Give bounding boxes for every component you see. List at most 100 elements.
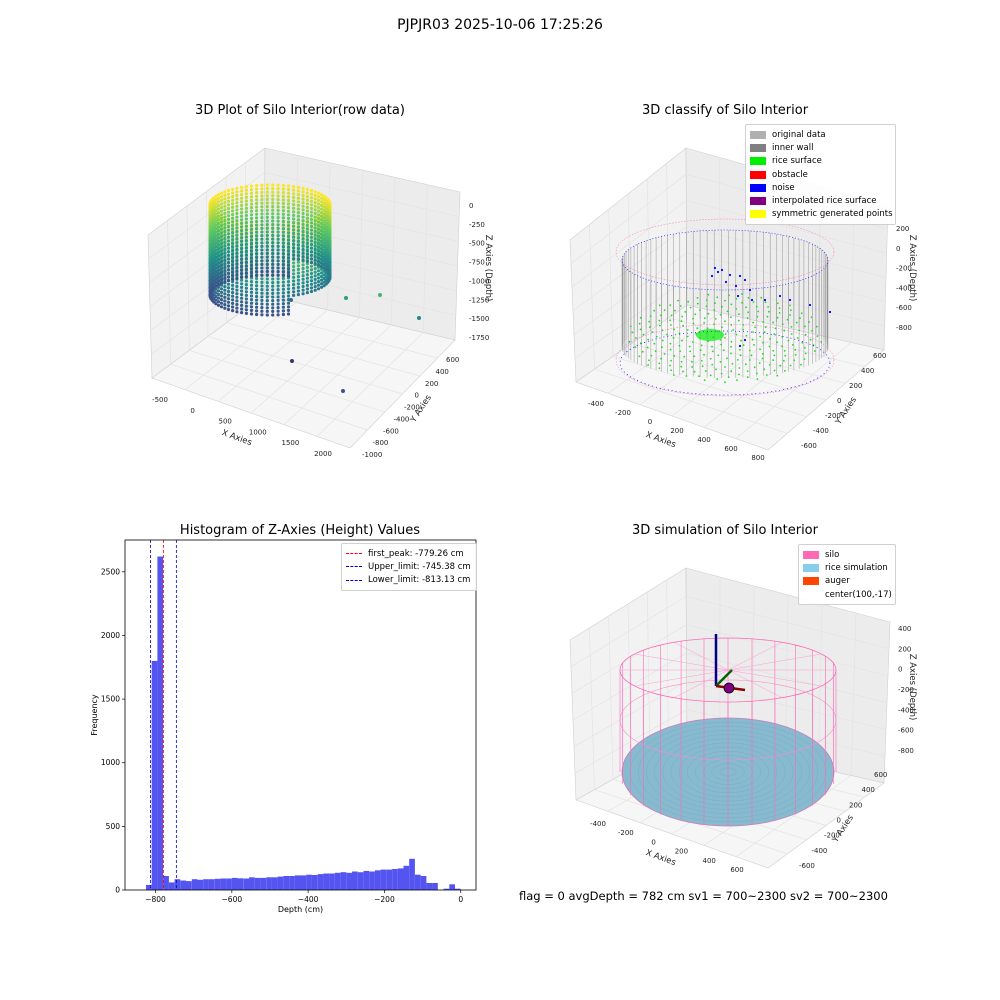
point	[219, 227, 224, 231]
point	[226, 232, 231, 236]
point	[265, 248, 269, 252]
point	[231, 227, 235, 231]
y-tick-label: 2500	[101, 567, 120, 576]
y-tick-label: 200	[849, 801, 862, 809]
rice-surface-point	[755, 305, 758, 308]
point	[226, 253, 231, 257]
rice-surface-point	[789, 304, 791, 307]
histogram-bar	[163, 876, 169, 890]
point	[271, 266, 275, 270]
rice-surface-point	[721, 305, 723, 308]
point	[260, 223, 264, 227]
point	[305, 283, 309, 287]
rice-surface-point	[705, 305, 708, 308]
point	[305, 265, 309, 269]
point	[231, 267, 235, 271]
rice-surface-point	[629, 325, 632, 328]
point	[316, 213, 321, 217]
rice-surface-point	[820, 341, 823, 343]
point	[226, 239, 231, 243]
rice-surface-point	[783, 349, 786, 352]
point	[240, 239, 244, 243]
rice-surface-point	[789, 364, 792, 367]
point	[286, 301, 291, 305]
rice-surface-point	[794, 348, 797, 351]
z-tick-label: -500	[469, 240, 485, 248]
point	[313, 262, 317, 266]
point	[309, 192, 314, 196]
rice-surface-point	[641, 350, 644, 353]
point	[281, 234, 285, 238]
point	[301, 292, 305, 296]
rice-surface-point	[756, 378, 759, 380]
point	[316, 227, 321, 231]
point	[305, 273, 309, 277]
point	[244, 301, 248, 305]
z-tick-label: 0	[898, 666, 902, 674]
point	[226, 199, 231, 203]
point	[260, 212, 264, 216]
rice-surface-point	[651, 331, 654, 333]
point	[276, 270, 280, 274]
point	[231, 274, 235, 278]
point	[260, 259, 264, 263]
point	[319, 250, 324, 254]
point	[301, 263, 305, 267]
rice-surface-point	[669, 364, 671, 367]
histogram-bar	[277, 876, 284, 890]
rice-surface-point	[674, 309, 676, 312]
point	[286, 305, 291, 309]
point	[276, 266, 280, 270]
rice-surface-point	[654, 350, 657, 353]
point	[219, 281, 224, 285]
point	[316, 280, 321, 284]
point	[292, 286, 296, 290]
point	[265, 190, 269, 194]
silo-roof-wire	[673, 669, 729, 698]
point	[219, 242, 224, 246]
legend-item-silo: silo	[803, 548, 891, 561]
histogram-bar	[151, 660, 158, 890]
point	[240, 185, 244, 189]
point	[281, 187, 285, 191]
point	[216, 303, 221, 307]
point	[223, 208, 227, 212]
point	[231, 252, 235, 256]
rice-surface-point	[789, 314, 791, 316]
point	[240, 289, 244, 293]
point	[231, 263, 235, 267]
point	[271, 306, 275, 310]
point	[216, 283, 221, 287]
histogram-bar	[300, 875, 307, 890]
rice-surface-point	[745, 334, 748, 337]
point	[216, 232, 221, 236]
point	[244, 231, 248, 235]
point	[319, 225, 324, 229]
point	[219, 209, 224, 213]
point	[219, 238, 224, 242]
point	[281, 248, 285, 252]
point	[214, 237, 218, 242]
point	[286, 213, 291, 217]
point	[249, 256, 254, 260]
point	[319, 271, 324, 275]
silo-roof-wire	[634, 653, 729, 671]
point	[305, 216, 309, 220]
panel2-legend: original data inner wall rice surface ob…	[745, 124, 896, 226]
point	[249, 263, 254, 267]
point	[216, 289, 221, 293]
point	[216, 193, 221, 197]
point	[226, 257, 231, 261]
point	[313, 215, 317, 219]
point	[223, 255, 227, 259]
x-tick-label: −400	[298, 895, 319, 904]
point	[216, 285, 221, 289]
point	[226, 304, 231, 308]
point	[281, 252, 285, 256]
point	[319, 274, 324, 279]
y-tick-label: -600	[799, 862, 815, 870]
point	[223, 306, 227, 310]
point	[276, 190, 280, 194]
y-tick-label: -600	[801, 442, 817, 450]
point	[309, 246, 314, 250]
